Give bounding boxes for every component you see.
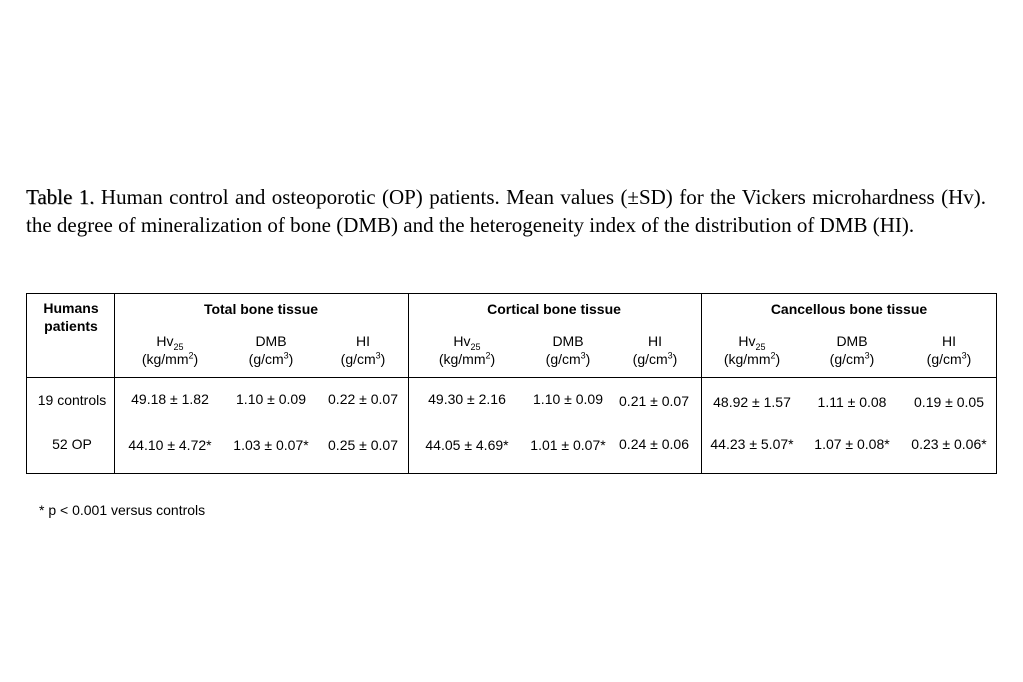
- col-label: HI: [942, 333, 956, 349]
- col-header-dmb: DMB (g/cm3): [546, 332, 591, 368]
- col-unit-close: ): [672, 351, 678, 367]
- table-cell: 49.18 ± 1.82: [131, 391, 209, 407]
- col-header-hi: HI (g/cm3): [927, 332, 972, 368]
- col-header-hi: HI (g/cm3): [633, 332, 678, 368]
- row-header-line: Humans: [43, 300, 99, 316]
- col-unit: (g/cm: [248, 351, 284, 367]
- col-unit: (kg/mm: [438, 351, 486, 367]
- table-cell: 44.10 ± 4.72*: [128, 437, 212, 453]
- col-unit: (g/cm: [545, 351, 581, 367]
- divider: [114, 294, 115, 473]
- col-label: DMB: [552, 333, 584, 349]
- col-label: DMB: [836, 333, 868, 349]
- table-cell: 1.11 ± 0.08: [817, 394, 887, 410]
- table-cell: 0.22 ± 0.07: [328, 391, 398, 407]
- col-label: DMB: [255, 333, 287, 349]
- col-unit: (kg/mm: [723, 351, 771, 367]
- group-header-cancellous: Cancellous bone tissue: [770, 301, 928, 317]
- col-unit: (g/cm: [340, 351, 376, 367]
- col-unit: (g/cm: [829, 351, 865, 367]
- row-header-line: patients: [44, 318, 98, 334]
- divider: [408, 294, 409, 473]
- table-cell: 48.92 ± 1.57: [713, 394, 791, 410]
- divider: [701, 294, 702, 473]
- col-unit-close: ): [193, 351, 199, 367]
- col-sup: 2: [485, 350, 491, 361]
- table-caption: Table 1. Human control and osteoporotic …: [26, 183, 986, 239]
- col-header-dmb: DMB (g/cm3): [249, 332, 294, 368]
- col-label: HI: [648, 333, 662, 349]
- caption-text: Human control and osteoporotic (OP) pati…: [26, 185, 986, 237]
- col-label: Hv: [156, 333, 174, 349]
- col-sub: 25: [173, 341, 184, 352]
- col-unit: (g/cm: [632, 351, 668, 367]
- divider: [27, 377, 996, 378]
- col-unit-close: ): [869, 351, 875, 367]
- table-cell: 44.23 ± 5.07*: [710, 436, 794, 452]
- table-cell: 44.05 ± 4.69*: [425, 437, 509, 453]
- col-unit-close: ): [775, 351, 781, 367]
- col-label: Hv: [453, 333, 471, 349]
- col-unit-close: ): [966, 351, 972, 367]
- col-sup: 3: [961, 350, 967, 361]
- col-sup: 3: [580, 350, 586, 361]
- col-label: HI: [356, 333, 370, 349]
- col-header-hv: Hv25 (kg/mm2): [142, 332, 198, 368]
- caption-label: Table 1.: [26, 185, 95, 209]
- group-header-total: Total bone tissue: [203, 301, 319, 317]
- group-header-cortical: Cortical bone tissue: [487, 301, 621, 317]
- table-cell: 0.25 ± 0.07: [328, 437, 398, 453]
- table-cell: 0.23 ± 0.06*: [911, 436, 987, 452]
- col-unit-close: ): [380, 351, 386, 367]
- table-cell: 1.03 ± 0.07*: [233, 437, 309, 453]
- row-label: 52 OP: [52, 436, 92, 452]
- col-unit-close: ): [288, 351, 294, 367]
- col-unit: (kg/mm: [141, 351, 189, 367]
- col-unit-close: ): [490, 351, 496, 367]
- data-table: Humans patients Total bone tissue Cortic…: [26, 293, 997, 474]
- table-cell: 1.01 ± 0.07*: [530, 437, 606, 453]
- table-cell: 0.24 ± 0.06: [619, 436, 689, 452]
- row-label: 19 controls: [37, 392, 107, 408]
- col-unit: (g/cm: [926, 351, 962, 367]
- col-unit-close: ): [585, 351, 591, 367]
- footnote: * p < 0.001 versus controls: [39, 502, 206, 518]
- col-sup: 3: [375, 350, 381, 361]
- col-sup: 3: [864, 350, 870, 361]
- col-sup: 3: [667, 350, 673, 361]
- col-header-hv: Hv25 (kg/mm2): [439, 332, 495, 368]
- table-cell: 0.21 ± 0.07: [619, 393, 689, 409]
- table-cell: 1.10 ± 0.09: [533, 391, 603, 407]
- col-sub: 25: [470, 341, 481, 352]
- col-sub: 25: [755, 341, 766, 352]
- col-header-dmb: DMB (g/cm3): [830, 332, 875, 368]
- col-label: Hv: [738, 333, 756, 349]
- table-cell: 1.10 ± 0.09: [236, 391, 306, 407]
- table-cell: 0.19 ± 0.05: [914, 394, 984, 410]
- col-header-hi: HI (g/cm3): [341, 332, 386, 368]
- col-sup: 2: [770, 350, 776, 361]
- col-sup: 3: [283, 350, 289, 361]
- col-header-hv: Hv25 (kg/mm2): [724, 332, 780, 368]
- table-cell: 1.07 ± 0.08*: [814, 436, 890, 452]
- col-sup: 2: [188, 350, 194, 361]
- table-cell: 49.30 ± 2.16: [428, 391, 506, 407]
- row-header: Humans patients: [43, 299, 98, 335]
